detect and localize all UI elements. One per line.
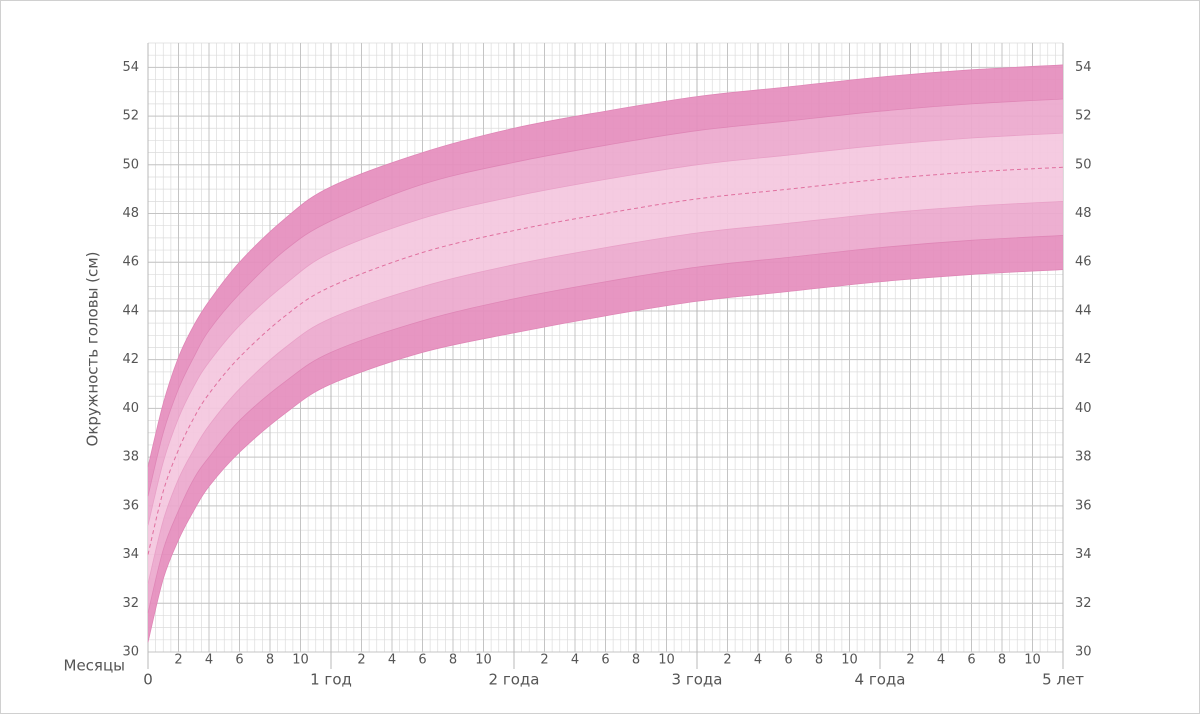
y-tick-label: 52 [122,109,139,124]
x-year-label: 1 год [310,671,352,689]
x-tick-label: 6 [967,653,975,668]
band [148,235,1063,643]
x-tick-label: 8 [998,653,1006,668]
y-tick-label-right: 40 [1075,401,1092,416]
y-tick-label: 44 [122,303,139,318]
y-tick-label: 54 [122,60,139,75]
y-tick-label: 30 [122,645,139,660]
x-tick-label: 6 [601,653,609,668]
y-tick-label-right: 48 [1075,206,1092,221]
band [148,167,1063,584]
x-tick-label: 6 [784,653,792,668]
x-tick-label: 8 [632,653,640,668]
y-tick-label: 32 [122,596,139,611]
series-line [147,166,1064,555]
y-tick-label-right: 30 [1075,645,1092,660]
x-tick-label: 10 [292,653,309,668]
x-tick-label: 2 [540,653,548,668]
series-line [147,269,1064,643]
series-line [147,235,1064,614]
x-tick-label: 4 [388,653,396,668]
series-line [147,98,1064,497]
y-tick-label: 38 [122,450,139,465]
y-tick-label-right: 42 [1075,352,1092,367]
band [148,64,1063,497]
x-tick-label: 2 [357,653,365,668]
y-tick-label: 34 [122,547,139,562]
y-tick-label: 50 [122,157,139,172]
y-tick-label-right: 44 [1075,303,1092,318]
series-line [147,132,1064,526]
x-year-label: 5 лет [1042,671,1084,689]
y-tick-label-right: 38 [1075,450,1092,465]
x-year-label: 4 года [855,671,906,689]
y-tick-label: 36 [122,498,139,513]
x-tick-label: 2 [906,653,914,668]
y-tick-label: 46 [122,255,139,270]
x-tick-label: 6 [418,653,426,668]
x-year-label: 2 года [489,671,540,689]
y-tick-label-right: 46 [1075,255,1092,270]
x-year-label: 3 года [672,671,723,689]
band [148,201,1063,614]
x-tick-label: 4 [754,653,762,668]
band [148,133,1063,555]
y-axis-label: Окружность головы (см) [84,252,102,447]
series-line [147,64,1064,467]
x-tick-label: 2 [174,653,182,668]
series-line [147,200,1064,584]
x-year-label: 0 [143,671,153,689]
band [148,99,1063,526]
x-tick-label: 4 [571,653,579,668]
x-tick-label: 10 [475,653,492,668]
x-tick-label: 4 [937,653,945,668]
x-tick-label: 10 [1024,653,1041,668]
y-tick-label-right: 34 [1075,547,1092,562]
x-tick-label: 8 [449,653,457,668]
x-tick-label: 8 [266,653,274,668]
x-tick-label: 8 [815,653,823,668]
x-tick-label: 4 [205,653,213,668]
x-tick-label: 10 [841,653,858,668]
x-tick-label: 6 [235,653,243,668]
y-tick-label: 48 [122,206,139,221]
y-tick-label-right: 32 [1075,596,1092,611]
x-tick-label: 2 [723,653,731,668]
y-tick-label-right: 52 [1075,109,1092,124]
x-axis-label: Месяцы [64,657,126,675]
y-tick-label-right: 50 [1075,157,1092,172]
y-tick-label: 40 [122,401,139,416]
x-tick-label: 10 [658,653,675,668]
y-tick-label-right: 36 [1075,498,1092,513]
y-tick-label: 42 [122,352,139,367]
y-tick-label-right: 54 [1075,60,1092,75]
